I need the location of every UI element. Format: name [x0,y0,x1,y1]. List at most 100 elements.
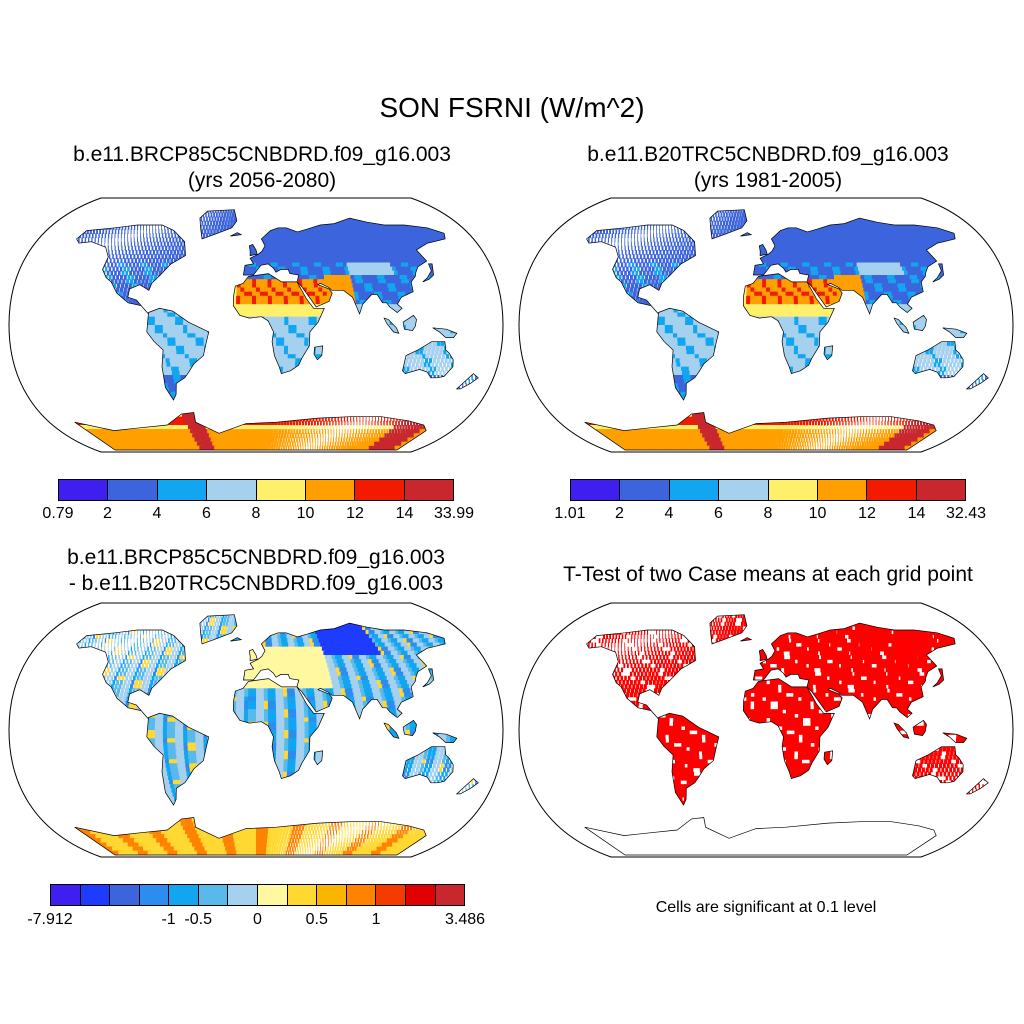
coastline [656,712,720,806]
panel2-colorbar-labels: 1.01 2 4 6 8 10 12 14 32.43 [554,505,986,525]
coastline [232,273,325,375]
coastline [432,732,458,743]
colorbar-swatch [157,480,208,500]
panel3-colorbar [50,884,465,906]
coastline [230,232,243,237]
coastline [740,232,753,237]
panel1-colorbar-labels: 0.79 2 4 6 8 10 12 14 33.99 [42,505,474,525]
colorbar-swatch [110,885,140,905]
colorbar-tick-label: 12 [858,505,876,523]
coastline [422,668,434,688]
coastline [248,648,258,662]
coastline [656,307,720,401]
colorbar-swatch [258,885,288,905]
coastline [584,412,937,451]
coastline [402,341,454,379]
coastline [965,373,989,390]
colorbar-swatch [198,885,229,905]
coastline [232,678,325,780]
coastline [313,345,324,361]
colorbar-swatch [59,480,109,500]
coastline [455,778,479,795]
colorbar-swatch [719,480,769,500]
coastline [383,722,400,739]
colorbar-swatch [256,480,306,500]
colorbar-tick-label: -1 [161,911,175,929]
colorbar-tick-label: 4 [665,505,674,523]
coastline [74,817,427,856]
coastline [740,637,753,642]
land-field [584,614,989,819]
coastline [146,307,210,401]
coastline [76,224,186,315]
panel4-title: T-Test of two Case means at each grid po… [518,562,1018,588]
colorbar-tick-label: 6 [202,505,211,523]
coastline [242,622,446,720]
colorbar-tick-label: 1 [372,911,381,929]
land-field [584,209,989,451]
panel4-title-line1: T-Test of two Case means at each grid po… [518,562,1018,588]
colorbar-tick-label: 1.01 [554,505,585,523]
colorbar-swatch [305,480,356,500]
coastline [584,817,937,856]
colorbar-swatch [768,480,818,500]
colorbar-swatch [228,885,259,905]
coastline [965,778,989,795]
panel1-title-line1: b.e11.BRCP85C5CNBDRD.f09_g16.003 [12,142,512,168]
colorbar-swatch [404,480,453,500]
panel4-map [518,602,1014,858]
map-outline [518,602,1014,858]
panel2-colorbar [570,479,966,501]
coastline [758,243,768,257]
colorbar-tick-label: -0.5 [184,911,212,929]
colorbar-swatch [405,885,436,905]
coastline [893,722,910,739]
coastline [586,224,696,315]
map-outline [8,602,504,858]
coastline [912,341,964,379]
panel3-map [8,602,504,858]
colorbar-tick-label: 0.79 [42,505,73,523]
colorbar-tick-label: 2 [103,505,112,523]
coastline [742,273,835,375]
colorbar-swatch [207,480,257,500]
colorbar-tick-label: 8 [764,505,773,523]
coastline [230,637,243,642]
coastline [422,263,434,283]
colorbar-swatch [80,885,111,905]
coastline [402,314,417,331]
coastline [74,412,427,451]
colorbar-swatch [346,885,377,905]
colorbar-tick-label: 10 [809,505,827,523]
colorbar-swatch [169,885,199,905]
panel3-colorbar-labels: -7.912 -1 -0.5 0 0.5 1 3.486 [27,911,485,931]
coastline [76,629,186,720]
colorbar-swatch [317,885,347,905]
colorbar-tick-label: 0.5 [306,911,328,929]
coastline [402,719,417,736]
coastline [912,746,964,784]
panel1-title: b.e11.BRCP85C5CNBDRD.f09_g16.003 (yrs 20… [12,142,512,194]
map-outline [518,197,1014,453]
colorbar-tick-label: 4 [153,505,162,523]
panel3-title: b.e11.BRCP85C5CNBDRD.f09_g16.003 - b.e11… [6,545,506,597]
colorbar-tick-label: 12 [346,505,364,523]
colorbar-swatch [916,480,965,500]
coastline [942,327,968,338]
panel3-title-line1: b.e11.BRCP85C5CNBDRD.f09_g16.003 [6,545,506,571]
coastline [893,317,910,334]
coastline [823,345,834,361]
coastline [942,732,968,743]
colorbar-swatch [669,480,720,500]
colorbar-tick-label: 32.43 [946,505,986,523]
coastline [146,712,210,806]
colorbar-tick-label: 6 [714,505,723,523]
colorbar-swatch [376,885,406,905]
coastline [586,629,696,720]
colorbar-swatch [571,480,621,500]
coastline [402,746,454,784]
coastline [932,668,944,688]
colorbar-swatch [287,885,318,905]
panel2-map [518,197,1014,453]
coastline [912,719,927,736]
